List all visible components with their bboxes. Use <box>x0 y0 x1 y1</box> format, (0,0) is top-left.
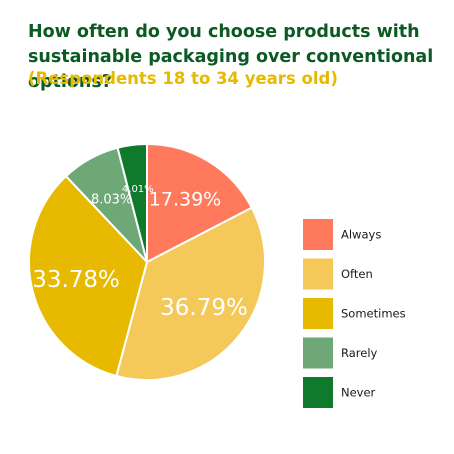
pie-label-never: 4.01% <box>122 184 154 195</box>
pie-slice-always <box>146 142 254 264</box>
pie-label-often: 36.79% <box>160 295 248 321</box>
chart-legend: Always Often Sometimes Rarely Never <box>303 219 406 408</box>
legend-label-never: Never <box>341 386 376 400</box>
pie-label-rarely: 8.03% <box>91 192 132 207</box>
legend-swatch-sometimes <box>303 298 333 329</box>
legend-swatch-never <box>303 377 333 408</box>
pie-slice-often <box>115 206 266 381</box>
chart-subtitle: (Respondents 18 to 34 years old) <box>28 69 338 88</box>
legend-label-rarely: Rarely <box>341 346 378 360</box>
chart-title: How often do you choose products with su… <box>28 22 434 92</box>
legend-swatch-often <box>303 258 333 290</box>
pie-slices <box>28 142 266 381</box>
legend-label-sometimes: Sometimes <box>341 307 406 321</box>
pie-slice-sometimes <box>28 174 149 378</box>
legend-swatch-rarely <box>303 337 333 369</box>
pie-label-sometimes: 33.78% <box>32 267 120 293</box>
legend-label-always: Always <box>341 228 381 242</box>
legend-label-often: Often <box>341 267 373 281</box>
pie-label-always: 17.39% <box>149 188 221 210</box>
legend-swatch-always <box>303 219 333 250</box>
pie-slice-never <box>116 142 148 263</box>
pie-labels: 17.39% 36.79% 33.78% 8.03%4.01% <box>32 184 248 321</box>
